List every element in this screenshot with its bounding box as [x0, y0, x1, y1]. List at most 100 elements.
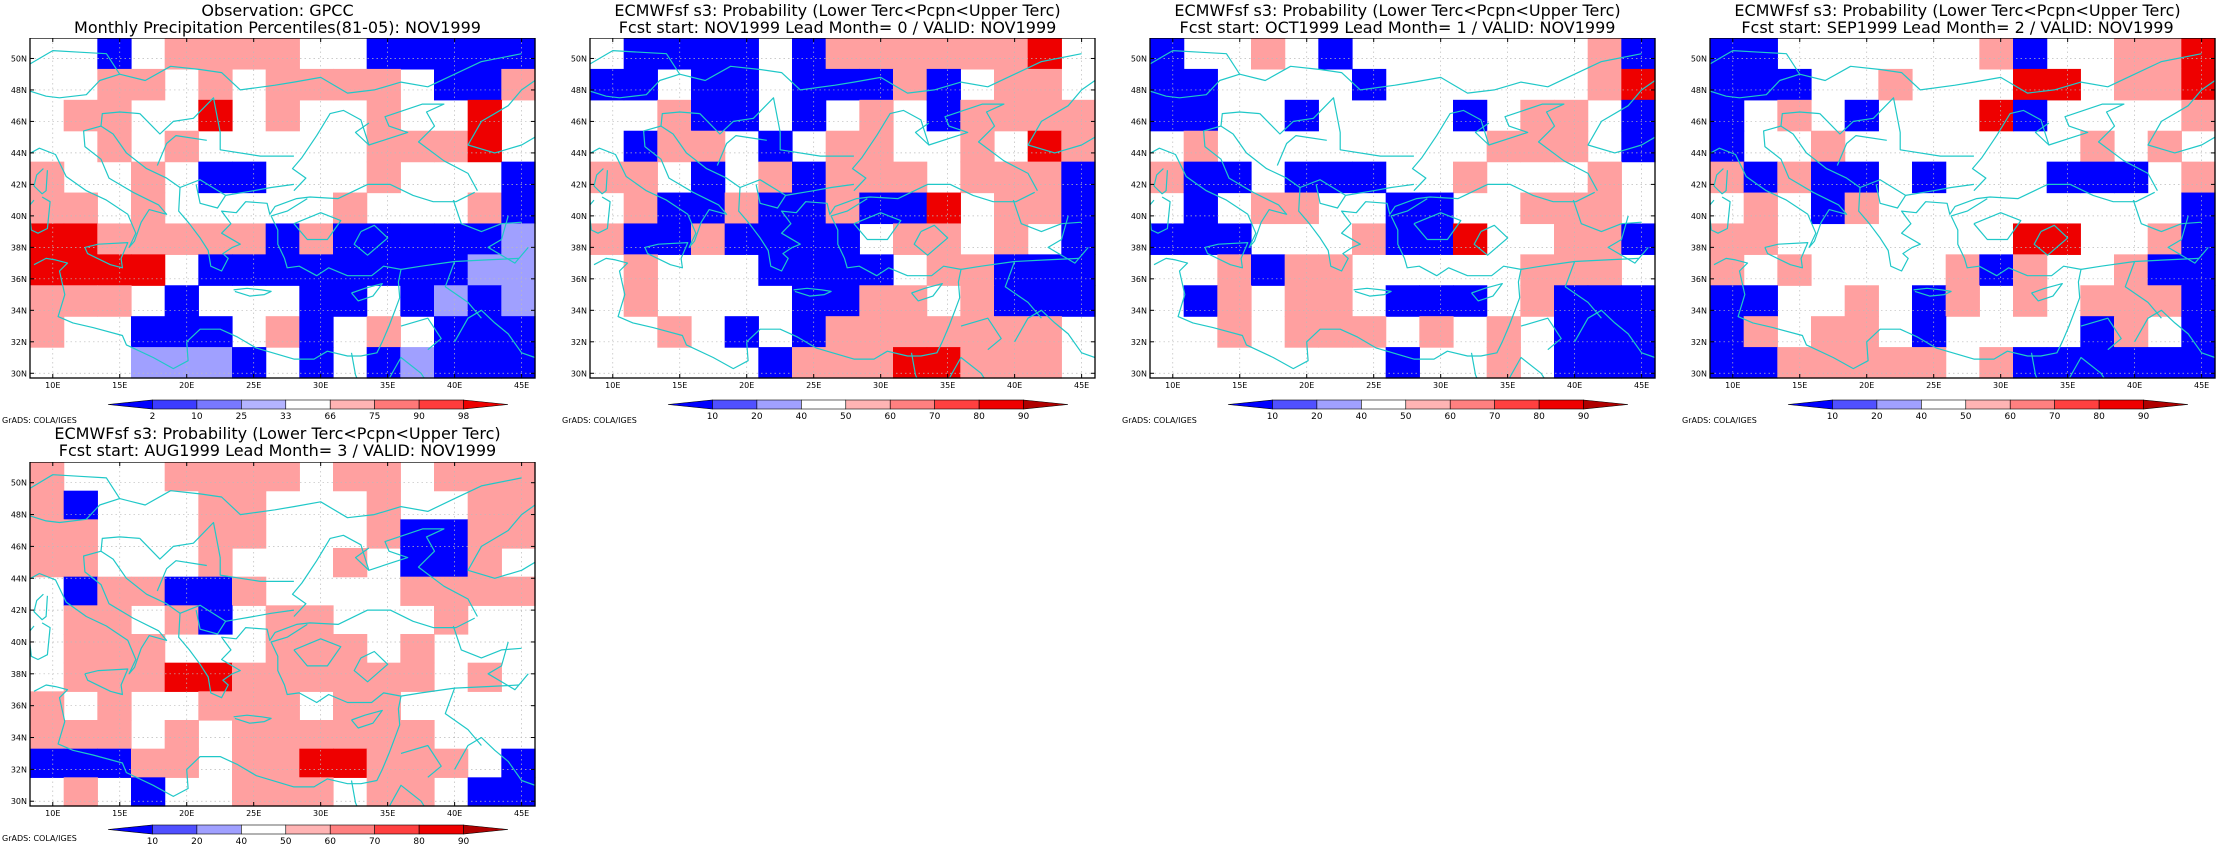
grid-cell	[623, 38, 658, 70]
grid-cell	[501, 576, 536, 606]
colorbar-swatch	[934, 399, 980, 410]
coastline	[1220, 111, 1260, 127]
grid-cell	[400, 254, 435, 286]
lon-tick-label: 45E	[514, 809, 529, 818]
map-frame	[589, 38, 1096, 379]
coastline	[1710, 50, 1801, 75]
grid-cell	[2181, 99, 2216, 132]
grid-cell	[198, 161, 233, 194]
lat-tick-label: 48N	[11, 511, 27, 520]
grid-cell	[1183, 161, 1218, 194]
coastline	[452, 199, 522, 233]
lon-tick-label: 45E	[514, 381, 529, 390]
lat-tick-label: 48N	[571, 86, 587, 95]
grid-cell	[366, 462, 401, 492]
grid-cell	[400, 548, 435, 578]
lat-tick-label: 32N	[11, 338, 27, 347]
grid-cell	[926, 347, 961, 379]
lat-tick-label: 34N	[1691, 306, 1707, 315]
coastline	[350, 352, 358, 378]
lat-tick-label: 40N	[571, 212, 587, 221]
lat-tick-label: 44N	[11, 574, 27, 583]
grid-cell	[265, 38, 300, 70]
lat-tick-label: 44N	[1131, 149, 1147, 158]
grid-cell	[994, 161, 1029, 194]
grid-cell	[1811, 161, 1846, 194]
coastline	[487, 215, 529, 264]
grid-cell	[2080, 130, 2115, 163]
grid-cell	[299, 254, 334, 286]
grid-cell	[994, 223, 1029, 255]
grid-cell	[623, 254, 658, 286]
coastline	[100, 111, 140, 127]
grid-cell	[960, 161, 995, 194]
lat-tick-label: 40N	[1131, 212, 1147, 221]
lat-tick-label: 38N	[1691, 243, 1707, 252]
grid-cell	[434, 316, 469, 348]
grid-cell	[30, 285, 65, 317]
grid-cell	[63, 777, 98, 807]
grid-cell	[994, 38, 1029, 70]
grid-cell	[1284, 161, 1319, 194]
grid-cell	[2013, 68, 2048, 101]
grid-cell	[198, 490, 233, 520]
panel-title-line1: ECMWFsf s3: Probability (Lower Terc<Pcpn…	[1174, 1, 1621, 20]
colorbar-label: 40	[1916, 412, 1928, 422]
grid-cell	[893, 38, 928, 70]
grid-cell	[63, 576, 98, 606]
grid-cell	[467, 316, 502, 348]
grid-cell	[1183, 223, 1218, 255]
colorbar-swatch	[889, 399, 935, 410]
coastline	[1875, 184, 1907, 209]
grid-cell	[467, 576, 502, 606]
grid-cell	[299, 720, 334, 750]
grid-cell	[1587, 192, 1622, 225]
coastline	[2068, 356, 2105, 378]
grid-cell	[1385, 285, 1420, 317]
colorbar-swatch	[1876, 399, 1922, 410]
lon-tick-label: 30E	[313, 809, 328, 818]
coastline	[30, 50, 121, 75]
lat-tick-label: 48N	[11, 86, 27, 95]
colorbar-swatch	[463, 824, 509, 835]
colorbar-label: 90	[1578, 412, 1590, 422]
grid-cell	[467, 347, 502, 379]
grid-cell	[198, 99, 233, 132]
panel-title-line1: Observation: GPCC	[201, 1, 354, 20]
grid-cell	[63, 519, 98, 549]
grid-cell	[434, 548, 469, 578]
grid-cell	[366, 519, 401, 549]
grid-cell	[792, 99, 827, 132]
grid-cell	[1318, 161, 1353, 194]
grid-cell	[333, 68, 368, 101]
grid-cell	[232, 462, 267, 492]
grid-cell	[1027, 285, 1062, 317]
coastline	[139, 97, 294, 157]
coastline	[1607, 215, 1649, 264]
coastline	[354, 547, 370, 571]
coastline	[1587, 80, 1655, 154]
colorbar-label: 50	[1960, 412, 1972, 422]
lat-tick-label: 30N	[11, 369, 27, 378]
panel-title-line2: Fcst start: AUG1999 Lead Month= 3 / VALI…	[58, 441, 497, 460]
colorbar-swatch	[2143, 399, 2189, 410]
grid-cell	[724, 192, 759, 225]
grid-cell	[63, 254, 98, 286]
grid-cell	[792, 38, 827, 70]
coastline	[179, 604, 294, 622]
grid-cell	[825, 223, 860, 255]
lat-tick-label: 44N	[11, 149, 27, 158]
colorbar-swatch	[418, 399, 464, 410]
colorbar-swatch	[152, 399, 198, 410]
grid-cell	[2181, 192, 2216, 225]
lat-tick-label: 38N	[571, 243, 587, 252]
grid-cell	[232, 662, 267, 692]
colorbar-swatch	[285, 399, 331, 410]
panel-title-line2: Fcst start: OCT1999 Lead Month= 1 / VALI…	[1179, 18, 1616, 37]
colorbar-swatch	[329, 824, 375, 835]
grid-cell	[333, 285, 368, 317]
grid-cell	[198, 462, 233, 492]
coastline	[1153, 168, 1168, 195]
lat-tick-label: 42N	[1691, 180, 1707, 189]
colorbar-label: 10	[1267, 412, 1279, 422]
